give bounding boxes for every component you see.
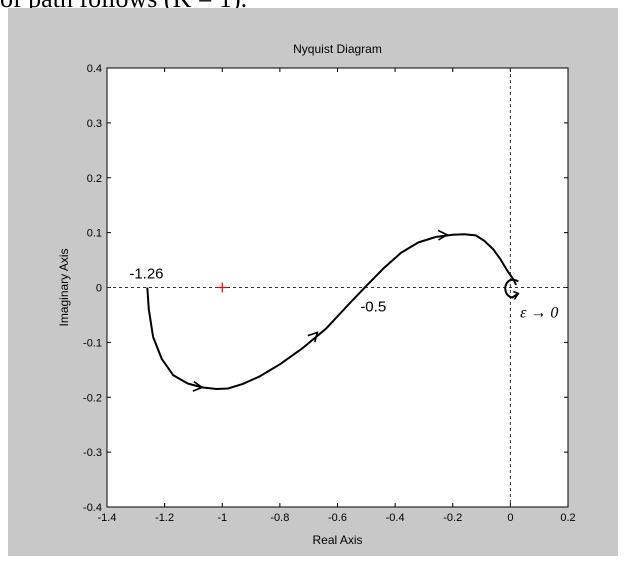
critical-point-marker [217, 282, 228, 293]
chart-title: Nyquist Diagram [293, 42, 382, 56]
nyquist-curve [146, 233, 517, 390]
x-tick-label: -1 [217, 512, 227, 524]
x-tick-label: -1.2 [155, 512, 174, 524]
y-tick-label: -0.3 [83, 447, 102, 459]
direction-arrow [192, 380, 204, 392]
epsilon-detour-loop [504, 278, 519, 299]
y-tick-label: 0 [96, 283, 102, 295]
x-tick-label: -0.4 [386, 512, 405, 524]
y-axis-label: Imaginary Axis [57, 248, 71, 326]
y-tick-label: -0.2 [83, 392, 102, 404]
y-tick-label: 0.2 [87, 173, 102, 185]
y-tick-label: 0.4 [87, 63, 102, 75]
y-tick-label: -0.4 [83, 502, 102, 514]
x-tick-label: -0.2 [443, 512, 462, 524]
x-tick-label: -1.4 [98, 512, 117, 524]
epsilon-loop-arrow [513, 290, 520, 300]
annotation-crossing-point: -0.5 [360, 299, 386, 316]
y-tick-label: 0.3 [87, 118, 102, 130]
x-tick-label: -0.6 [328, 512, 347, 524]
direction-arrow [307, 331, 319, 343]
x-tick-label: 0.2 [560, 512, 575, 524]
x-tick-label: -0.8 [270, 512, 289, 524]
direction-arrow [437, 229, 449, 241]
annotation-epsilon: ε → 0 [520, 305, 558, 322]
x-tick-label: 0 [507, 512, 513, 524]
annotation-start-point: -1.26 [129, 266, 163, 283]
y-tick-label: 0.1 [87, 228, 102, 240]
y-tick-label: -0.1 [83, 337, 102, 349]
x-axis-label: Real Axis [312, 533, 362, 547]
